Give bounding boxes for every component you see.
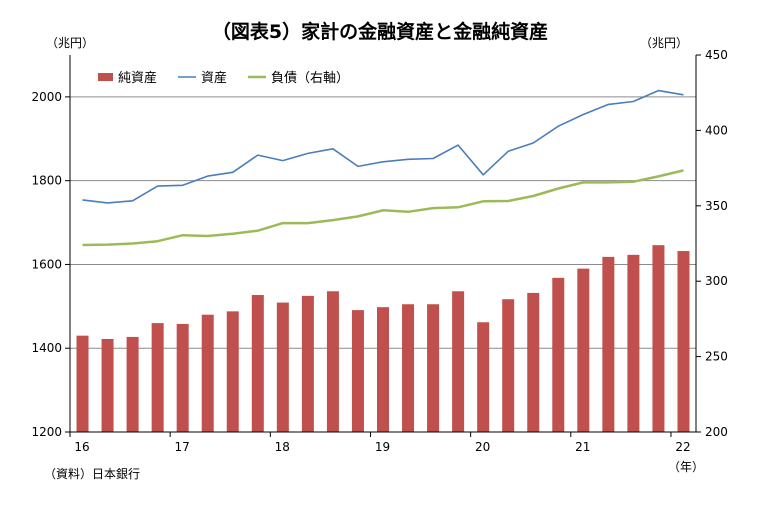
left-axis-unit: （兆円） <box>46 36 94 50</box>
bar-net-assets <box>176 323 189 432</box>
axes: 1200 1400 1600 1800 2000 200 250 300 350 400 450 16… <box>31 48 727 454</box>
x-tick-label: 18 <box>275 440 290 454</box>
bar-net-assets <box>101 339 114 432</box>
left-tick-label: 1400 <box>31 341 62 355</box>
line-series <box>82 89 684 247</box>
right-axis-unit: （兆円） <box>640 36 688 50</box>
bar-series-net-assets <box>76 245 690 432</box>
bar-net-assets <box>602 256 615 432</box>
legend-swatch-net-assets <box>98 73 113 81</box>
x-tick-label: 16 <box>74 440 89 454</box>
left-tick-label: 1200 <box>31 425 62 439</box>
bar-net-assets <box>126 336 139 432</box>
bar-net-assets <box>377 307 389 432</box>
source-note: （資料）日本銀行 <box>44 467 140 481</box>
right-tick-label: 350 <box>705 199 728 213</box>
x-tick-label: 22 <box>675 440 690 454</box>
right-tick-label: 300 <box>705 274 728 288</box>
bar-net-assets <box>151 323 164 432</box>
legend-label-assets: 資産 <box>201 70 227 86</box>
bar-net-assets <box>652 245 665 432</box>
x-tick-label: 21 <box>575 440 590 454</box>
bar-net-assets <box>76 335 89 432</box>
right-tick-label: 400 <box>705 123 728 137</box>
right-tick-label: 250 <box>705 350 728 364</box>
bar-net-assets <box>276 302 289 432</box>
chart-title: （図表5）家計の金融資産と金融純資産 <box>212 20 548 43</box>
bar-net-assets <box>552 277 565 432</box>
line-liabilities <box>82 169 684 247</box>
right-tick-label: 450 <box>705 48 728 62</box>
right-tick-label: 200 <box>705 425 728 439</box>
bar-net-assets <box>301 295 314 432</box>
bar-net-assets <box>402 304 415 432</box>
bar-net-assets <box>452 291 465 432</box>
bar-net-assets <box>326 291 339 432</box>
left-tick-label: 1600 <box>31 257 62 271</box>
x-axis-unit: （年） <box>668 460 704 474</box>
bar-net-assets <box>226 311 239 432</box>
x-tick-label: 19 <box>375 440 390 454</box>
bar-net-assets <box>201 314 214 432</box>
x-tick-label: 17 <box>175 440 190 454</box>
bar-net-assets <box>351 310 364 432</box>
legend-label-net-assets: 純資産 <box>118 70 157 86</box>
bar-net-assets <box>677 251 690 432</box>
bar-net-assets <box>477 322 490 432</box>
legend-label-liabilities: 負債（右軸） <box>271 71 349 86</box>
bar-net-assets <box>527 292 540 432</box>
bar-net-assets <box>627 254 640 432</box>
line-assets <box>82 89 684 204</box>
bar-net-assets <box>577 268 590 432</box>
legend: 純資産 資産 負債（右軸） <box>98 70 349 86</box>
bar-net-assets <box>251 295 264 432</box>
left-tick-label: 2000 <box>31 90 62 104</box>
bar-net-assets <box>502 299 515 432</box>
x-tick-label: 20 <box>475 440 490 454</box>
bar-net-assets <box>427 304 440 432</box>
left-tick-label: 1800 <box>31 174 62 188</box>
